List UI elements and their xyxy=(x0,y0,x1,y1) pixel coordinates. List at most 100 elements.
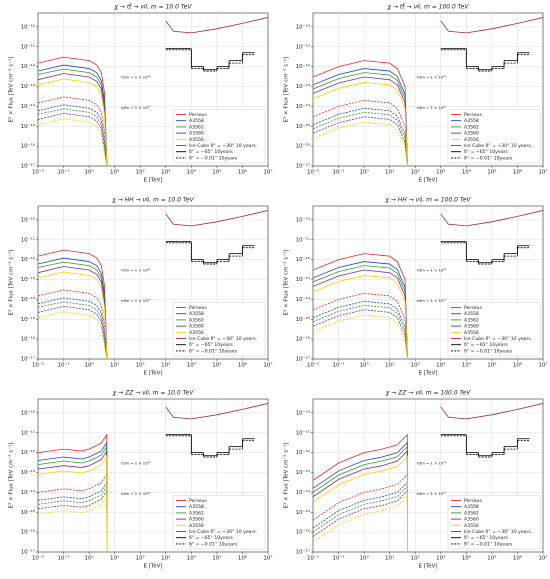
flux-line-dashed xyxy=(313,99,408,166)
y-tick-label: 10⁻¹⁶ xyxy=(296,529,311,536)
flux-line xyxy=(38,78,108,166)
x-tick-label: 10⁷ xyxy=(263,555,272,562)
x-tick-label: 10³ xyxy=(436,169,445,176)
legend-label: δ° = −0.01° 10years xyxy=(464,348,513,354)
x-tick-label: 10⁶ xyxy=(238,362,248,369)
legend-label: A3560 xyxy=(189,324,204,330)
x-tick-label: 10¹ xyxy=(110,169,119,176)
x-tick-label: 10⁴ xyxy=(462,362,472,369)
x-tick-label: 10³ xyxy=(436,555,445,562)
x-tick-label: 10¹ xyxy=(110,362,119,369)
flux-line xyxy=(38,249,108,359)
x-tick-label: 10⁶ xyxy=(513,555,523,562)
x-tick-label: 10³ xyxy=(161,555,170,562)
y-tick-label: 10⁻¹⁴ xyxy=(296,103,311,110)
flux-line-dashed xyxy=(38,289,108,359)
y-tick-label: 10⁻¹⁰ xyxy=(296,216,311,223)
panel: 10⁻² 10⁻¹ 10⁰ 10¹ 10² 10³ 10⁴ 10⁵ 10⁶ 10⁷ 10⁻¹⁷ 10⁻… xyxy=(8,390,273,570)
legend-label: Perseus xyxy=(464,305,482,311)
y-axis-label: E² × Flux [TeV cm⁻² s⁻¹] xyxy=(8,57,15,123)
x-tick-label: 10⁷ xyxy=(538,169,547,176)
x-tick-label: 10³ xyxy=(161,169,170,176)
y-tick-label: 10⁻¹⁴ xyxy=(296,489,311,496)
y-tick-label: 10⁻¹³ xyxy=(21,83,35,90)
legend-label: Ice Cube δ° = −30° 10 years. xyxy=(189,336,257,342)
x-tick-label: 10³ xyxy=(161,362,170,369)
annotation: τdm = 1 × 10²⁵ xyxy=(417,460,447,465)
legend-label: A3558 xyxy=(189,118,204,124)
plot-content xyxy=(38,17,268,166)
flux-line-dashed xyxy=(313,111,408,166)
chart-title: χ → tt̄ → νν̄, m = 100.0 TeV xyxy=(387,3,470,10)
x-tick-label: 10⁶ xyxy=(513,169,523,176)
legend-label: δ° = −0.01° 10years xyxy=(464,541,513,547)
annotation: τdm = 1 × 10²⁵ xyxy=(121,74,151,79)
x-tick-label: 10⁰ xyxy=(360,555,370,562)
y-tick-label: 10⁻¹⁵ xyxy=(21,123,35,130)
panel: 10⁻² 10⁻¹ 10⁰ 10¹ 10² 10³ 10⁴ 10⁵ 10⁶ 10⁷ 10⁻¹⁷ 10⁻… xyxy=(283,3,548,184)
y-tick-label: 10⁻¹¹ xyxy=(21,43,35,50)
y-axis-label: E² × Flux [TeV cm⁻² s⁻¹] xyxy=(8,443,15,509)
x-axis-label: E [TeV] xyxy=(418,178,437,184)
flux-line-dashed xyxy=(38,305,108,359)
y-tick-label: 10⁻¹⁶ xyxy=(296,336,311,343)
x-tick-label: 10² xyxy=(136,555,145,562)
sensitivity-curve xyxy=(165,403,268,420)
chart-title: χ → tt̄ → νν̄, m = 10.0 TeV xyxy=(113,3,192,10)
legend-label: A3558 xyxy=(464,118,479,124)
x-tick-label: 10⁵ xyxy=(487,169,496,176)
annotation: τdm = 1 × 10²⁵ xyxy=(121,460,151,465)
x-tick-label: 10⁻² xyxy=(307,362,319,369)
flux-line-dashed xyxy=(313,121,408,166)
y-tick-label: 10⁻¹⁵ xyxy=(21,316,35,323)
y-tick-label: 10⁻¹² xyxy=(21,256,35,263)
y-tick-label: 10⁻¹⁰ xyxy=(21,23,36,30)
legend-label: δ° = −0.01° 10years xyxy=(189,155,238,161)
flux-line xyxy=(313,82,408,166)
legend-label: δ° = −0.01° 10years xyxy=(189,541,238,547)
y-tick-label: 10⁻¹¹ xyxy=(296,236,310,243)
legend-label: A3560 xyxy=(189,517,204,523)
x-tick-label: 10⁻² xyxy=(32,555,44,562)
x-tick-label: 10⁷ xyxy=(538,555,547,562)
y-tick-label: 10⁻¹³ xyxy=(296,276,310,283)
x-tick-label: 10⁻² xyxy=(307,555,319,562)
legend-label: δ° = −0.01° 10years xyxy=(189,348,238,354)
flux-line xyxy=(313,269,408,359)
panel: 10⁻² 10⁻¹ 10⁰ 10¹ 10² 10³ 10⁴ 10⁵ 10⁶ 10⁷ 10⁻¹⁷ 10⁻… xyxy=(283,390,548,570)
flux-line xyxy=(313,441,408,552)
flux-line xyxy=(38,445,108,552)
flux-line-dashed xyxy=(313,107,408,166)
legend-label: A3556 xyxy=(464,523,479,529)
x-tick-label: 10⁵ xyxy=(487,555,496,562)
flux-line xyxy=(38,449,108,552)
y-tick-label: 10⁻¹⁴ xyxy=(21,489,36,496)
legend-label: Ice Cube δ° = −30° 10 years. xyxy=(189,143,257,149)
chart-title: χ → HH → νν̄, m = 100.0 TeV xyxy=(384,197,471,204)
annotation: τdm = 1 × 10²⁵ xyxy=(417,267,447,272)
x-tick-label: 10² xyxy=(411,362,420,369)
legend-label: Perseus xyxy=(189,112,207,118)
legend-label: Ice Cube δ° = −30° 10 years. xyxy=(464,143,532,149)
flux-line xyxy=(313,261,408,359)
y-tick-label: 10⁻¹³ xyxy=(296,83,310,90)
flux-line xyxy=(38,261,108,359)
legend-label: A3558 xyxy=(464,311,479,317)
flux-line xyxy=(313,72,408,166)
plot-frame xyxy=(312,205,544,360)
sensitivity-curve xyxy=(440,403,543,420)
x-axis-label: E [TeV] xyxy=(143,178,162,184)
flux-line-dashed xyxy=(313,314,408,359)
x-tick-label: 10² xyxy=(411,169,420,176)
legend-label: δ° = −65° 10years xyxy=(464,149,508,155)
chart-title: χ → ZZ → νν̄, m = 100.0 TeV xyxy=(385,390,471,397)
x-tick-label: 10⁴ xyxy=(187,362,197,369)
y-axis-label: E² × Flux [TeV cm⁻² s⁻¹] xyxy=(283,250,290,316)
y-tick-label: 10⁻¹⁵ xyxy=(296,123,310,130)
x-axis-label: E [TeV] xyxy=(143,564,162,570)
legend-label: Perseus xyxy=(189,498,207,504)
x-tick-label: 10¹ xyxy=(385,362,394,369)
legend-box xyxy=(447,109,541,164)
legend-label: A3562 xyxy=(189,317,204,323)
x-tick-label: 10⁴ xyxy=(462,555,472,562)
